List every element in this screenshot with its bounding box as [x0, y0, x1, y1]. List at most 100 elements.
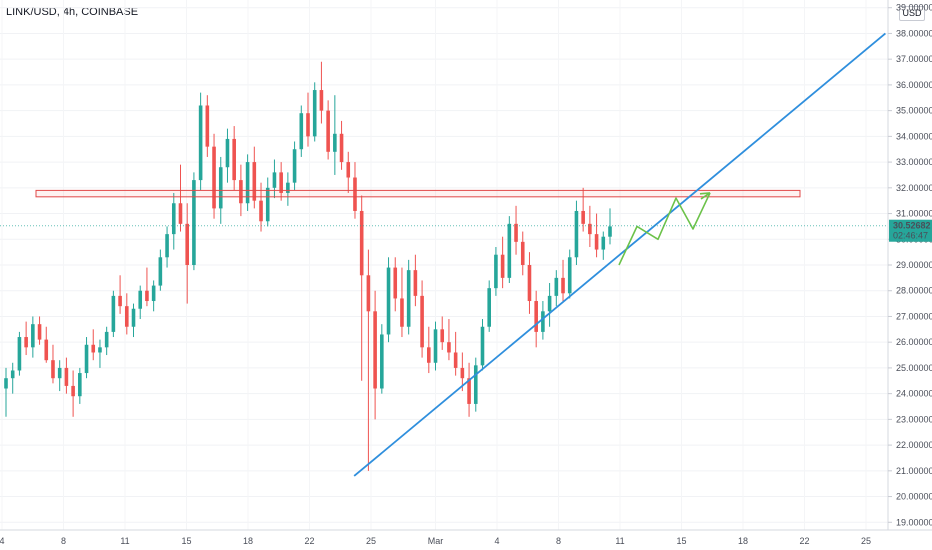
- candle-body: [265, 187, 270, 222]
- candle-body: [500, 254, 505, 278]
- candle-body: [440, 329, 445, 343]
- candle-body: [138, 290, 143, 309]
- candle-body: [17, 337, 22, 371]
- candle-body: [386, 267, 391, 335]
- candle-body: [326, 110, 330, 152]
- candle-body: [520, 241, 525, 265]
- candle-body: [37, 324, 42, 340]
- price-tick-label: 22.00000: [896, 440, 932, 450]
- candle-body: [44, 339, 49, 361]
- candle-body: [125, 306, 129, 327]
- time-tick-label: 18: [738, 536, 748, 546]
- price-tick-label: 36.00000: [896, 80, 932, 90]
- time-tick-label: 11: [615, 536, 624, 546]
- price-tick-label: 28.00000: [896, 286, 932, 296]
- time-axis[interactable]: 4 8 11 15 18 22 25 Mar 4 8 11 15 18 22 25: [0, 529, 932, 546]
- candle-body: [218, 167, 223, 209]
- currency-button[interactable]: USD: [899, 6, 925, 21]
- ascending-trendline[interactable]: [353, 32, 886, 477]
- candle-body: [198, 105, 203, 181]
- time-tick-label: Mar: [428, 536, 444, 546]
- candle-body: [420, 295, 424, 348]
- candle-body: [554, 277, 559, 296]
- last-price-value: 30.52682: [893, 221, 931, 231]
- candle-body: [346, 162, 351, 178]
- candle-body: [64, 367, 69, 386]
- price-tick-label: 35.00000: [896, 106, 932, 116]
- candle-body: [473, 365, 478, 404]
- candle-body: [71, 385, 75, 397]
- candle-body: [353, 177, 357, 211]
- candle-body: [24, 337, 28, 348]
- price-tick-label: 26.00000: [896, 337, 932, 347]
- candle-body: [205, 105, 210, 147]
- candle-body: [447, 342, 451, 353]
- candle-body: [57, 367, 62, 379]
- price-tick-label: 38.00000: [896, 28, 932, 38]
- time-tick-label: 15: [676, 536, 686, 546]
- candle-body: [185, 223, 189, 265]
- candle-body: [547, 295, 552, 312]
- candle-body: [192, 180, 196, 265]
- bar-countdown: 02:46:47: [893, 231, 928, 241]
- price-tick-label: 34.00000: [896, 131, 932, 141]
- candle-body: [279, 172, 283, 193]
- candle-body: [480, 326, 485, 366]
- time-tick-label: 25: [861, 536, 871, 546]
- candle-body: [561, 277, 565, 294]
- candle-body: [601, 236, 606, 250]
- candle-body: [31, 324, 35, 348]
- resistance-box[interactable]: [35, 189, 801, 198]
- price-tick-label: 32.00000: [896, 183, 932, 193]
- drawings[interactable]: [0, 32, 888, 477]
- price-axis[interactable]: 19.00000 20.00000 21.00000 22.00000 23.00000…: [887, 0, 932, 530]
- price-tick-label: 25.00000: [896, 363, 932, 373]
- projection-path[interactable]: [618, 192, 711, 266]
- price-tick-label: 24.00000: [896, 389, 932, 399]
- price-tick-label: 23.00000: [896, 414, 932, 424]
- candle-body: [393, 267, 398, 299]
- candle-body: [292, 149, 297, 183]
- time-tick-label: 15: [181, 536, 191, 546]
- price-tick-label: 33.00000: [896, 157, 932, 167]
- time-tick-label: 22: [304, 536, 314, 546]
- candle-body: [131, 308, 136, 327]
- candle-body: [51, 360, 55, 379]
- candle-body: [581, 210, 585, 224]
- candle-body: [111, 295, 116, 332]
- candle-body: [541, 311, 545, 332]
- candle-body: [333, 133, 337, 152]
- candle-body: [10, 370, 15, 379]
- candle-body: [104, 331, 109, 348]
- candle-body: [574, 210, 579, 258]
- candle-body: [225, 138, 230, 168]
- candle-body: [91, 344, 96, 353]
- candle-body: [178, 203, 183, 224]
- candle-body: [453, 352, 458, 368]
- time-tick-label: 25: [366, 536, 376, 546]
- candle-body: [487, 288, 491, 327]
- candle-body: [145, 290, 149, 302]
- candle-body: [588, 223, 592, 235]
- candle-body: [98, 347, 102, 353]
- candle-body: [339, 133, 344, 163]
- candle-body: [400, 298, 404, 327]
- price-tick-label: 20.00000: [896, 492, 932, 502]
- symbol-label: LINK/USD, 4h, COINBASE: [6, 6, 139, 18]
- last-price-badge-bg: [889, 219, 932, 242]
- price-tick-label: 37.00000: [896, 54, 932, 64]
- last-price-badge: 30.52682 02:46:47: [889, 219, 932, 242]
- candle-body: [232, 138, 236, 181]
- candle-body: [239, 180, 243, 204]
- time-tick-label: 18: [243, 536, 253, 546]
- candle-body: [165, 234, 169, 258]
- candle-body: [507, 223, 512, 278]
- candle-body: [306, 113, 310, 137]
- candle-body: [312, 90, 317, 137]
- candle-body: [158, 257, 163, 286]
- candle-body: [494, 254, 498, 289]
- price-tick-label: 31.00000: [896, 209, 932, 219]
- time-tick-label: 4: [494, 536, 499, 546]
- candle-body: [151, 285, 156, 302]
